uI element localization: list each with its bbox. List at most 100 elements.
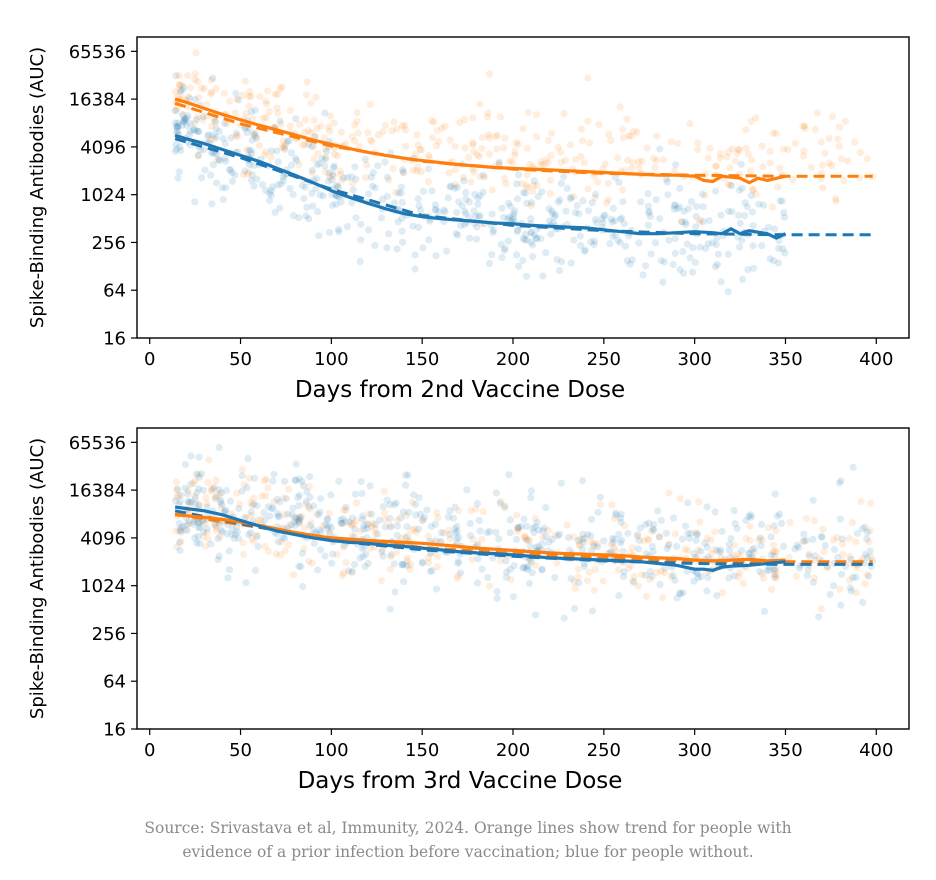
scatter-point bbox=[356, 258, 364, 266]
scatter-point bbox=[207, 90, 215, 98]
scatter-point bbox=[185, 94, 194, 103]
scatter-point bbox=[179, 117, 188, 125]
scatter-point bbox=[746, 549, 754, 557]
scatter-point bbox=[529, 241, 537, 249]
scatter-point bbox=[852, 538, 860, 546]
scatter-point bbox=[361, 563, 369, 571]
scatter-point bbox=[574, 565, 582, 573]
scatter-point bbox=[742, 126, 750, 134]
scatter-point bbox=[472, 235, 480, 243]
scatter-point bbox=[611, 535, 619, 543]
scatter-point bbox=[799, 537, 807, 545]
scatter-point bbox=[292, 460, 300, 468]
scatter-point bbox=[742, 534, 750, 543]
scatter-point bbox=[184, 487, 192, 495]
scatter-point bbox=[488, 251, 496, 259]
scatter-point bbox=[758, 570, 766, 578]
scatter-point bbox=[196, 523, 204, 531]
scatter-point bbox=[466, 234, 474, 242]
scatter-point bbox=[175, 168, 183, 176]
scatter-point bbox=[418, 559, 426, 567]
scatter-point bbox=[434, 514, 442, 522]
scatter-point bbox=[302, 497, 310, 506]
scatter-point bbox=[245, 146, 253, 154]
scatter-point bbox=[551, 531, 559, 539]
scatter-point bbox=[691, 223, 700, 231]
scatter-point bbox=[733, 233, 742, 241]
scatter-point bbox=[172, 527, 180, 535]
scatter-point bbox=[519, 234, 528, 243]
scatter-point bbox=[321, 162, 329, 170]
scatter-point bbox=[576, 232, 584, 240]
scatter-point bbox=[524, 108, 532, 116]
scatter-point bbox=[671, 249, 679, 257]
scatter-point bbox=[296, 491, 304, 499]
scatter-point bbox=[300, 195, 308, 203]
scatter-point bbox=[232, 129, 240, 137]
scatter-point bbox=[392, 499, 400, 507]
scatter-point bbox=[267, 186, 275, 194]
scatter-point bbox=[340, 542, 349, 550]
scatter-point bbox=[473, 579, 482, 587]
scatter-point bbox=[561, 156, 570, 164]
scatter-point bbox=[469, 139, 477, 147]
scatter-point bbox=[176, 143, 184, 151]
scatter-point bbox=[595, 120, 603, 129]
scatter-point bbox=[393, 516, 401, 524]
scatter-point bbox=[306, 521, 314, 530]
scatter-point bbox=[833, 533, 841, 542]
scatter-point bbox=[859, 598, 867, 607]
scatter-point bbox=[451, 166, 460, 174]
scatter-point bbox=[555, 266, 564, 275]
scatter-point bbox=[830, 545, 839, 554]
scatter-point bbox=[779, 542, 788, 551]
scatter-point bbox=[274, 510, 282, 518]
scatter-point bbox=[479, 188, 487, 196]
scatter-point bbox=[173, 127, 182, 135]
scatter-point bbox=[533, 234, 541, 242]
scatter-point bbox=[243, 146, 251, 154]
scatter-point bbox=[575, 541, 584, 549]
scatter-point bbox=[579, 530, 587, 539]
scatter-point bbox=[313, 124, 321, 132]
figure: 0 50 100 150 200 250 300 350 4001664256102440961… bbox=[27, 36, 910, 794]
scatter-point bbox=[339, 520, 347, 528]
scatter-point bbox=[329, 170, 337, 178]
scatter-point bbox=[441, 208, 449, 216]
scatter-point bbox=[295, 161, 303, 169]
scatter-point bbox=[518, 180, 526, 188]
scatter-point bbox=[810, 574, 819, 582]
scatter-point bbox=[834, 553, 842, 562]
scatter-point bbox=[449, 514, 457, 522]
scatter-point bbox=[514, 140, 522, 148]
scatter-point bbox=[509, 593, 517, 601]
scatter-point bbox=[336, 167, 344, 175]
scatter-point bbox=[393, 125, 401, 133]
scatter-point bbox=[635, 239, 643, 247]
scatter-point bbox=[308, 559, 316, 567]
scatter-point bbox=[348, 568, 356, 577]
scatter-point bbox=[211, 118, 219, 126]
scatter-point bbox=[201, 542, 209, 550]
scatter-point bbox=[674, 204, 682, 212]
scatter-point bbox=[531, 231, 539, 239]
scatter-point bbox=[820, 548, 828, 556]
scatter-point bbox=[223, 530, 231, 538]
y-tick-label: 4096 bbox=[80, 528, 126, 549]
scatter-point bbox=[628, 544, 636, 552]
scatter-point bbox=[770, 566, 779, 575]
scatter-point bbox=[779, 245, 787, 253]
scatter-point bbox=[525, 536, 533, 544]
scatter-point bbox=[861, 523, 869, 531]
scatter-point bbox=[527, 487, 536, 495]
scatter-point bbox=[303, 78, 311, 86]
scatter-point bbox=[236, 500, 244, 508]
scatter-point bbox=[348, 173, 356, 181]
scatter-point bbox=[355, 142, 363, 150]
scatter-point bbox=[433, 508, 441, 517]
scatter-point bbox=[200, 85, 208, 93]
scatter-point bbox=[578, 477, 587, 485]
scatter-point bbox=[802, 536, 811, 545]
scatter-point bbox=[607, 215, 615, 223]
scatter-point bbox=[173, 104, 182, 112]
